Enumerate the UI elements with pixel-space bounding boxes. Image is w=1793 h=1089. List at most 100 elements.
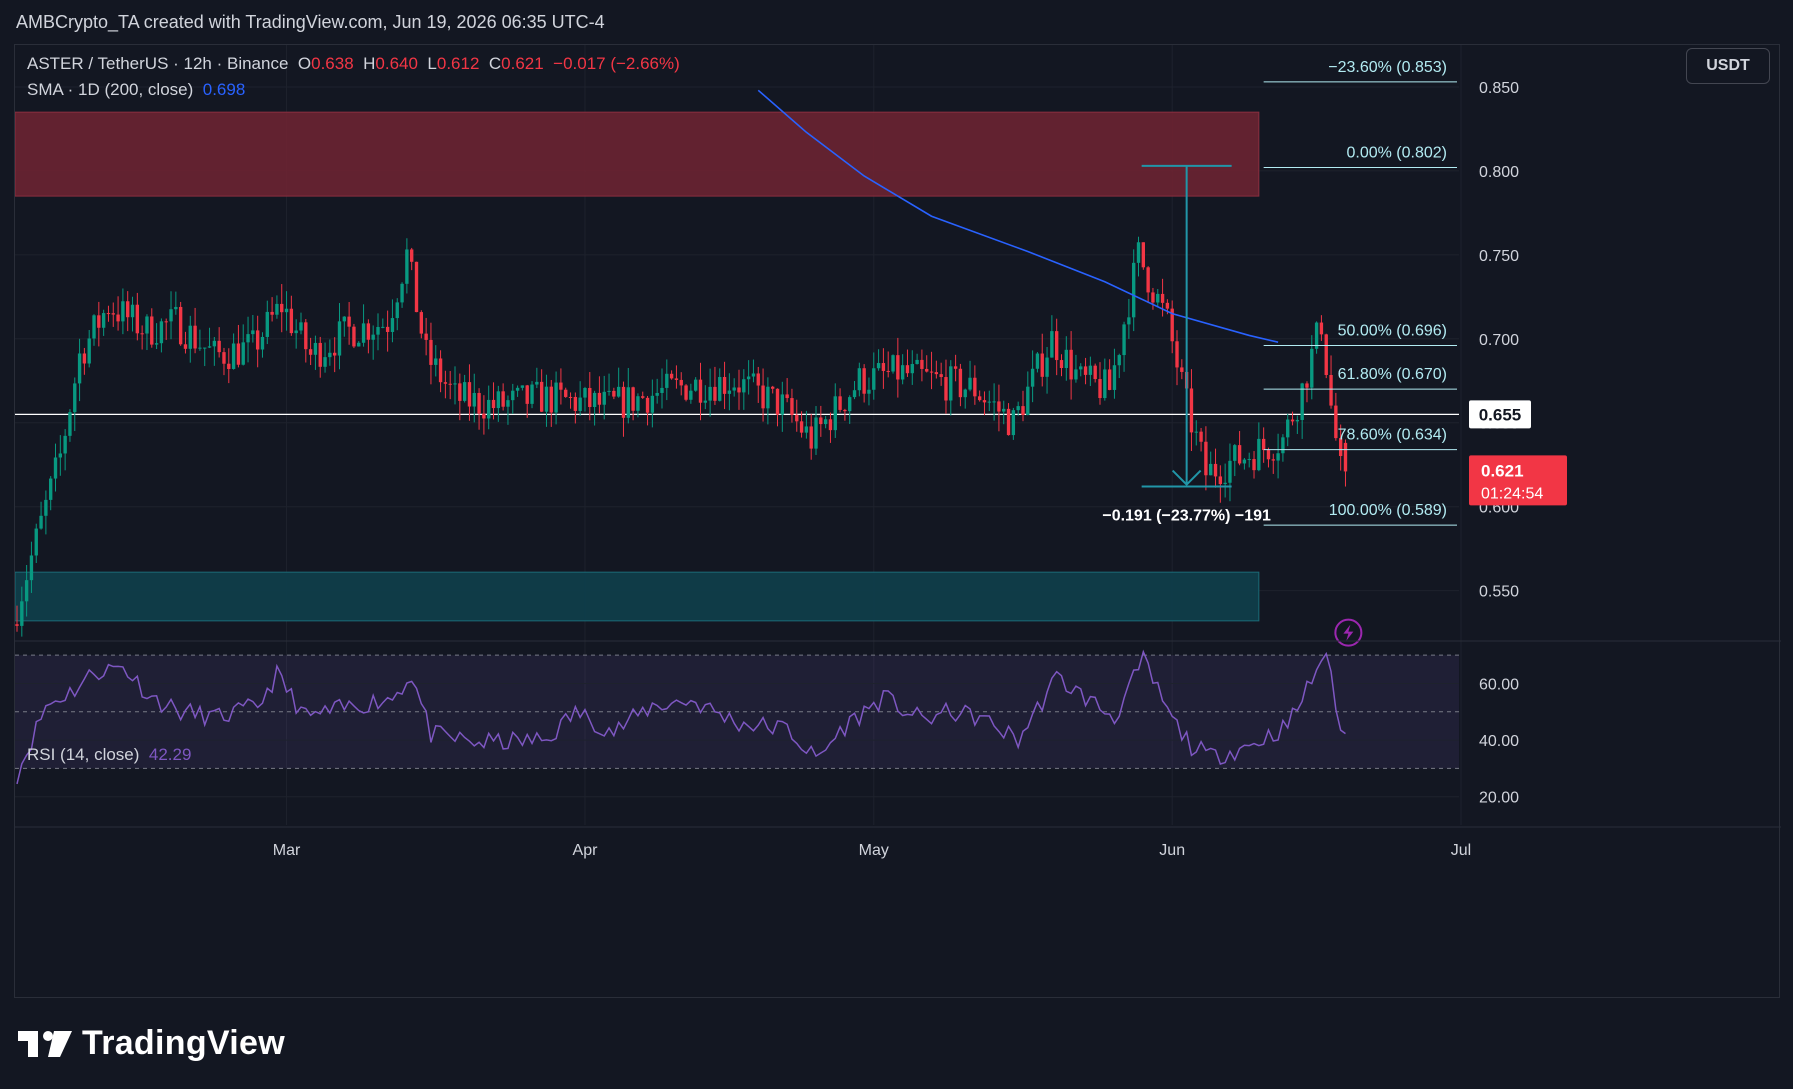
candle-body: [1338, 438, 1343, 457]
candle-body: [645, 397, 650, 413]
rsi-line: [16, 649, 1346, 785]
candle-body: [82, 353, 87, 364]
fib-level-label: 100.00% (0.589): [1329, 502, 1447, 519]
sma-value: 0.698: [202, 80, 246, 99]
candle-body: [15, 624, 19, 626]
high-label: H: [363, 54, 376, 73]
candle-body: [1054, 331, 1059, 361]
candle-body: [1107, 369, 1112, 390]
candle-body: [462, 382, 467, 401]
horizontal-level-label: 0.655: [1469, 400, 1531, 429]
candle-body: [198, 347, 202, 349]
candle-body: [174, 306, 178, 310]
candle-body: [381, 326, 385, 328]
candle-body: [385, 326, 390, 332]
fib-level-label: 0.00% (0.802): [1346, 145, 1447, 162]
candle-body: [597, 392, 602, 405]
candle-body: [621, 386, 626, 418]
candle-body: [1295, 419, 1300, 422]
candle-body: [251, 330, 255, 335]
candle-body: [111, 313, 115, 315]
candle-body: [718, 377, 722, 401]
fib-level-label: 61.80% (0.670): [1338, 366, 1447, 383]
candle-body: [929, 371, 934, 373]
candle-body: [419, 312, 424, 334]
candle-body: [852, 390, 857, 398]
candle-body: [958, 368, 963, 398]
candle-body: [1088, 365, 1093, 375]
candle-body: [799, 421, 804, 433]
chart-frame[interactable]: −23.60% (0.853) 0.00% (0.802) 50.00% (0.69…: [14, 44, 1781, 999]
candle-body: [1035, 353, 1040, 369]
currency-button[interactable]: USDT: [1686, 48, 1770, 84]
candle-body: [501, 391, 505, 407]
candle-body: [843, 409, 847, 412]
candle-body: [1026, 386, 1030, 416]
candle-body: [944, 377, 948, 401]
candle-body: [838, 396, 842, 410]
candle-body: [588, 387, 592, 408]
rsi-axis-tick: 60.00: [1479, 676, 1519, 693]
candle-body: [434, 358, 438, 365]
open-value: 0.638: [311, 54, 354, 73]
chart-canvas[interactable]: −23.60% (0.853) 0.00% (0.802) 50.00% (0.69…: [15, 45, 1781, 999]
candle-body: [1310, 348, 1314, 388]
candle-body: [304, 322, 308, 350]
candle-body: [352, 326, 356, 347]
candle-body: [97, 315, 101, 328]
candle-body: [1223, 482, 1227, 485]
candle-body: [698, 379, 703, 403]
rsi-axis-tick: 40.00: [1479, 733, 1519, 750]
candle-body: [1213, 463, 1218, 477]
candle-body: [592, 392, 597, 408]
candle-body: [116, 314, 120, 322]
candle-body: [487, 399, 491, 419]
candle-body: [342, 316, 346, 322]
sma-legend: SMA · 1D (200, close) 0.698: [27, 80, 245, 100]
candle-body: [29, 555, 34, 581]
candle-body: [583, 387, 587, 398]
candle-body: [833, 396, 837, 431]
candle-body: [828, 419, 833, 431]
candle-body: [284, 308, 289, 313]
header-attribution: AMBCrypto_TA created with TradingView.co…: [16, 12, 605, 32]
candle-body: [491, 399, 496, 409]
candle-body: [1127, 317, 1131, 325]
candle-body: [742, 379, 746, 393]
candle-body: [159, 321, 164, 344]
date-axis-tick: Jun: [1159, 842, 1185, 859]
candle-body: [1122, 324, 1126, 356]
candle-body: [1276, 453, 1280, 461]
candle-body: [674, 378, 679, 380]
candle-body: [150, 316, 154, 345]
candle-body: [328, 352, 332, 358]
candle-body: [231, 343, 236, 369]
candle-body: [1343, 442, 1348, 472]
candle-body: [968, 377, 972, 390]
candle-body: [193, 325, 197, 349]
candle-body: [650, 395, 655, 413]
candle-body: [520, 385, 525, 388]
candle-body: [949, 366, 953, 401]
candle-body: [915, 359, 919, 365]
candle-body: [227, 363, 231, 369]
measure-arrowhead: [1171, 469, 1202, 486]
rsi-axis-tick: 20.00: [1479, 790, 1519, 807]
candle-body: [337, 321, 342, 356]
candle-body: [602, 391, 606, 405]
current-price-label-bg: [1469, 455, 1567, 506]
candle-body: [448, 383, 452, 385]
sma-label: SMA · 1D (200, close): [27, 80, 194, 99]
candle-body: [207, 346, 212, 348]
date-axis-tick: May: [859, 842, 889, 859]
candle-body: [1136, 242, 1141, 263]
candle-body: [1194, 431, 1198, 433]
candle-body: [323, 357, 327, 367]
candle-body: [795, 414, 799, 422]
candle-body: [1103, 369, 1107, 399]
candle-body: [164, 321, 168, 323]
candle-body: [1040, 353, 1044, 377]
candle-body: [737, 387, 741, 393]
footer-brand: TradingView: [82, 1024, 285, 1062]
candle-body: [169, 309, 173, 322]
